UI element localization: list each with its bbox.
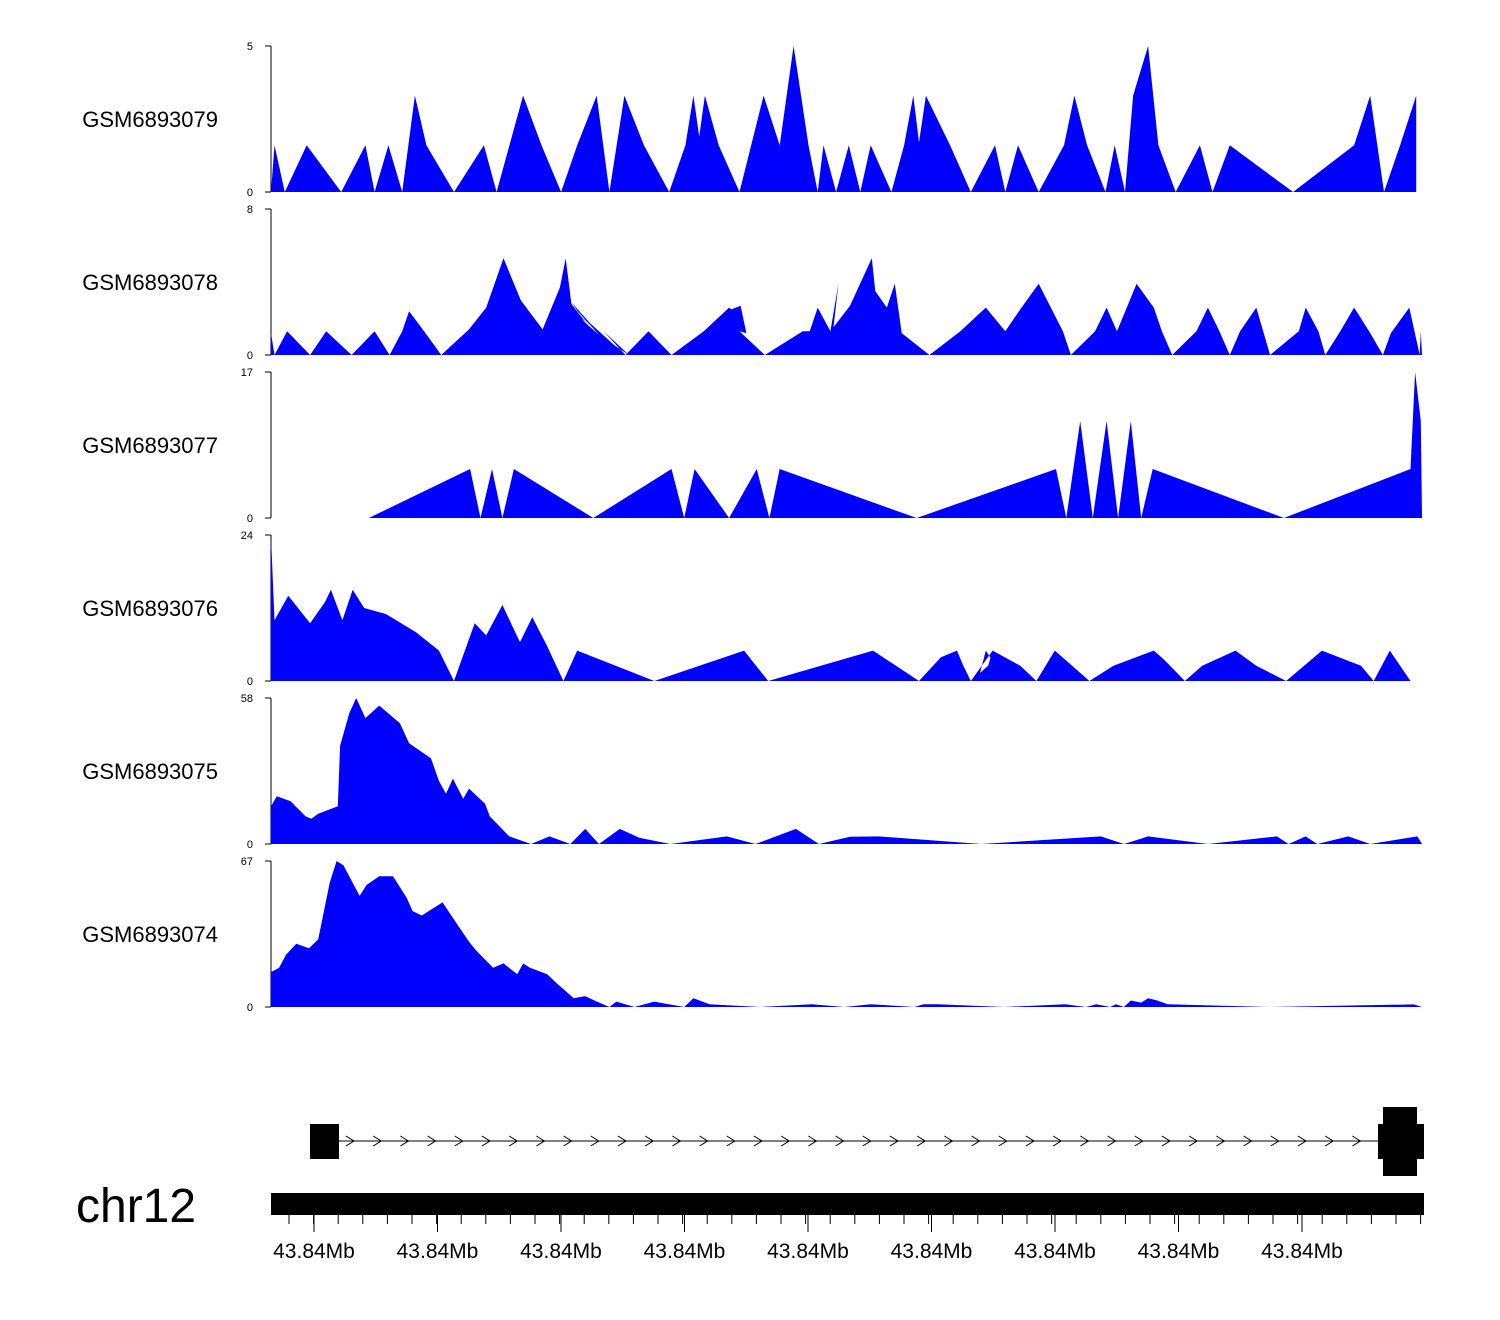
strand-arrow bbox=[1352, 1135, 1362, 1147]
coverage-area bbox=[368, 372, 1422, 518]
strand-arrow bbox=[699, 1135, 709, 1147]
coverage-area bbox=[271, 46, 1417, 192]
y-max-label: 67 bbox=[241, 856, 253, 868]
x-tick-label: 43.84Mb bbox=[520, 1240, 602, 1263]
strand-arrow bbox=[372, 1135, 383, 1147]
track-label: GSM6893076 bbox=[82, 596, 218, 621]
chromosome-axis: chr12 43.84Mb 43.84Mb 43.84Mb 43.84Mb 43.84Mb… bbox=[76, 1180, 1424, 1263]
coverage-area bbox=[271, 258, 1422, 355]
strand-arrow bbox=[1324, 1135, 1335, 1147]
track-GSM6893076: GSM6893076 24 0 bbox=[82, 530, 1411, 688]
coverage-tracks: GSM689307950GSM689307880GSM6893077170GSM… bbox=[82, 41, 1422, 1014]
strand-arrow bbox=[481, 1135, 491, 1147]
y-max-label: 58 bbox=[241, 693, 253, 705]
y-max-label: 24 bbox=[241, 530, 253, 542]
strand-arrow bbox=[1243, 1135, 1253, 1147]
chromosome-bar bbox=[271, 1193, 1424, 1215]
x-tick-label: 43.84Mb bbox=[1138, 1240, 1220, 1263]
strand-arrow bbox=[454, 1135, 464, 1147]
strand-arrow bbox=[1107, 1135, 1117, 1147]
x-tick-label: 43.84Mb bbox=[1261, 1240, 1343, 1263]
strand-arrow bbox=[971, 1135, 981, 1147]
strand-arrow bbox=[672, 1135, 682, 1147]
coverage-area bbox=[271, 698, 1422, 844]
x-tick-label: 43.84Mb bbox=[891, 1240, 973, 1263]
x-tick-label: 43.84Mb bbox=[644, 1240, 726, 1263]
x-tick-label: 43.84Mb bbox=[397, 1240, 479, 1263]
strand-arrow bbox=[1161, 1135, 1171, 1147]
strand-arrow bbox=[726, 1135, 736, 1147]
strand-arrow bbox=[753, 1135, 763, 1147]
x-tick-label: 43.84Mb bbox=[273, 1240, 355, 1263]
exon-start bbox=[310, 1124, 339, 1159]
strand-arrow bbox=[1025, 1135, 1035, 1147]
chromosome-label: chr12 bbox=[76, 1180, 196, 1233]
strand-arrow bbox=[1188, 1135, 1199, 1147]
strand-arrow bbox=[1052, 1135, 1063, 1147]
x-tick-label: 43.84Mb bbox=[767, 1240, 849, 1263]
strand-arrow bbox=[590, 1135, 600, 1147]
y-min-label: 0 bbox=[247, 1002, 253, 1014]
x-tick-label: 43.84Mb bbox=[1014, 1240, 1096, 1263]
track-GSM6893075: GSM6893075 58 0 bbox=[82, 693, 1422, 851]
y-max-label: 17 bbox=[241, 367, 253, 379]
strand-arrow bbox=[1134, 1135, 1144, 1147]
exon-end-utr bbox=[1378, 1124, 1424, 1159]
y-max-label: 5 bbox=[247, 41, 253, 53]
y-min-label: 0 bbox=[247, 187, 253, 199]
track-label: GSM6893075 bbox=[82, 759, 218, 784]
y-max-label: 8 bbox=[247, 204, 253, 216]
strand-arrow bbox=[808, 1135, 818, 1147]
strand-arrow bbox=[617, 1135, 627, 1147]
y-min-label: 0 bbox=[247, 350, 253, 362]
strand-arrow bbox=[835, 1135, 845, 1147]
strand-arrow bbox=[1080, 1135, 1090, 1147]
track-GSM6893078: GSM6893078 8 0 bbox=[82, 204, 1422, 362]
y-min-label: 0 bbox=[247, 676, 253, 688]
coverage-area bbox=[271, 536, 1411, 681]
track-label: GSM6893079 bbox=[82, 107, 218, 132]
strand-arrow bbox=[780, 1135, 791, 1147]
track-GSM6893077: GSM6893077 17 0 bbox=[82, 367, 1422, 525]
track-label: GSM6893078 bbox=[82, 270, 218, 295]
strand-arrow bbox=[536, 1135, 546, 1147]
coverage-area bbox=[271, 861, 1422, 1007]
track-label: GSM6893074 bbox=[82, 922, 218, 947]
strand-arrow bbox=[400, 1135, 410, 1147]
strand-arrow bbox=[427, 1135, 437, 1147]
strand-arrow bbox=[1216, 1135, 1226, 1147]
strand-arrow bbox=[508, 1135, 519, 1147]
track-GSM6893079: GSM6893079 5 0 bbox=[82, 41, 1417, 199]
strand-arrow bbox=[644, 1135, 655, 1147]
y-min-label: 0 bbox=[247, 513, 253, 525]
strand-arrow bbox=[944, 1135, 954, 1147]
strand-arrow bbox=[1297, 1135, 1307, 1147]
strand-arrow bbox=[1270, 1135, 1280, 1147]
track-GSM6893074: GSM6893074 67 0 bbox=[82, 856, 1422, 1014]
strand-arrow bbox=[916, 1135, 927, 1147]
gene-model bbox=[310, 1107, 1424, 1176]
strand-arrow bbox=[563, 1135, 573, 1147]
strand-arrow bbox=[998, 1135, 1008, 1147]
strand-arrow bbox=[345, 1135, 355, 1147]
strand-arrow bbox=[862, 1135, 872, 1147]
strand-arrow bbox=[889, 1135, 899, 1147]
y-min-label: 0 bbox=[247, 839, 253, 851]
track-label: GSM6893077 bbox=[82, 433, 218, 458]
